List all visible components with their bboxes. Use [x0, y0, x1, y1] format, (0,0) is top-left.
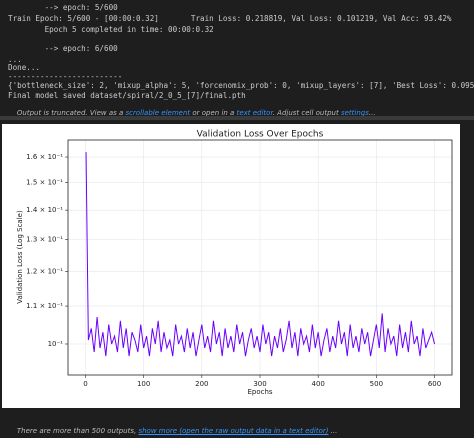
link[interactable]: settings — [340, 109, 369, 117]
x-axis-label: Epochs — [247, 388, 272, 396]
output-line: Done... — [8, 63, 41, 72]
note-text: . Adjust cell output — [272, 109, 341, 117]
footer-text: There are more than 500 outputs, — [16, 427, 139, 435]
link[interactable]: text editor — [236, 109, 273, 117]
output-line: --> epoch: 6/600 — [8, 44, 118, 53]
footer-text: ... — [328, 427, 338, 435]
plot-frame — [67, 139, 453, 376]
y-tick-label: 1.6 × 10⁻¹ — [26, 153, 63, 161]
chart: Validation Loss Over Epochs Epochs Valid… — [2, 124, 460, 408]
output-line: Final model saved dataset/spiral/2_0_5_[… — [8, 91, 246, 100]
link[interactable]: scrollable element — [125, 109, 191, 117]
x-tick-label: 600 — [428, 380, 441, 388]
y-tick-label: 1.3 × 10⁻¹ — [26, 236, 63, 244]
x-tick-label: 400 — [311, 380, 324, 388]
y-axis-label: Validation Loss (Log Scale) — [16, 210, 24, 304]
output-line: ------------------------- — [8, 72, 123, 81]
data-line — [85, 152, 436, 357]
y-tick-label: 1.1 × 10⁻¹ — [26, 302, 63, 310]
note-text: or open in a — [190, 109, 237, 117]
footer: There are more than 500 outputs, show mo… — [8, 419, 337, 438]
chart-background — [2, 124, 460, 408]
truncation-note: Output is truncated. View as a scrollabl… — [8, 101, 376, 125]
x-tick-label: 300 — [253, 380, 266, 388]
x-tick-label: 500 — [370, 380, 383, 388]
note-text: Output is truncated. View as a — [16, 109, 126, 117]
x-tick-label: 0 — [83, 380, 87, 388]
x-tick-label: 100 — [137, 380, 150, 388]
x-tick-label: 200 — [195, 380, 208, 388]
chart-title: Validation Loss Over Epochs — [197, 130, 324, 140]
output-line: Epoch 5 completed in time: 00:00:0.32 — [8, 25, 214, 34]
separator — [0, 116, 474, 120]
output-line: Train Epoch: 5/600 - [00:00:0.32] Train … — [8, 14, 452, 23]
y-tick-label: 1.5 × 10⁻¹ — [26, 179, 63, 187]
y-tick-label: 1.2 × 10⁻¹ — [26, 267, 63, 275]
link[interactable]: show more (open the raw output data in a… — [138, 427, 329, 435]
y-tick-label: 10⁻¹ — [48, 340, 64, 348]
output-line: --> epoch: 5/600 — [8, 3, 118, 12]
output-line: ... — [8, 55, 22, 64]
y-tick-label: 1.4 × 10⁻¹ — [26, 206, 63, 214]
output-line: {'bottleneck_size': 2, 'mixup_alpha': 5,… — [8, 81, 474, 90]
note-text: ... — [368, 109, 376, 117]
